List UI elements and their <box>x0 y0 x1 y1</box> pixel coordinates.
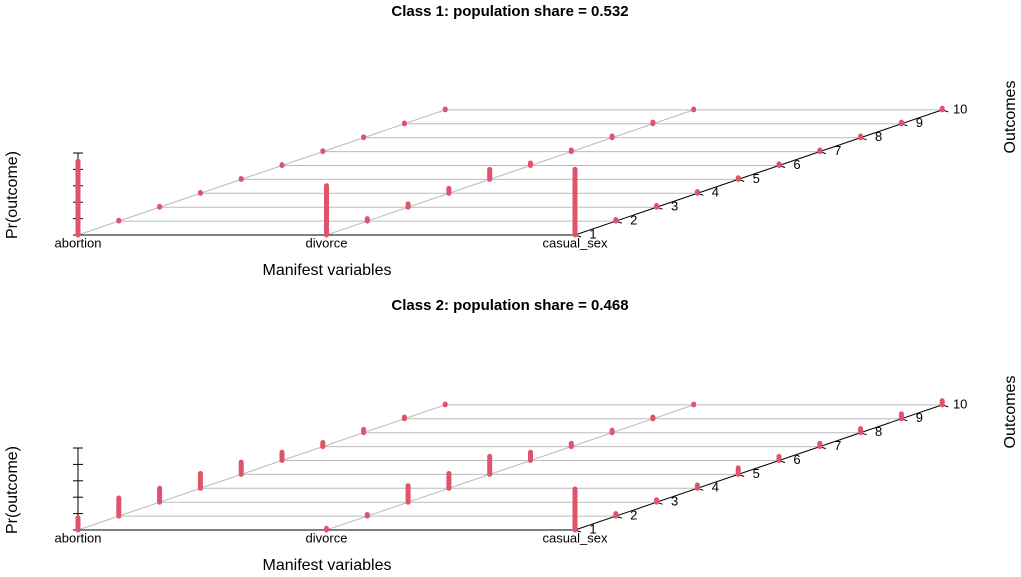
z-tick-label: 2 <box>630 508 637 523</box>
z-tick-label: 7 <box>834 438 841 453</box>
z-axis-title: Outcomes <box>1002 376 1019 449</box>
z-tick-label: 9 <box>916 115 923 130</box>
grid-line <box>326 404 694 531</box>
z-tick-label: 1 <box>589 226 596 241</box>
y-axis-title: Pr(outcome) <box>4 151 21 239</box>
z-tick-label: 3 <box>671 494 678 509</box>
z-tick-label: 5 <box>753 466 760 481</box>
z-tick-label: 9 <box>916 410 923 425</box>
grid-line <box>326 109 694 236</box>
z-tick-label: 5 <box>753 171 760 186</box>
z-axis-title: Outcomes <box>1002 81 1019 154</box>
z-tick-label: 10 <box>953 396 967 411</box>
z-tick-label: 7 <box>834 143 841 158</box>
panel: Class 1: population share = 0.532 abortio… <box>4 3 1019 279</box>
chart-title: Class 2: population share = 0.468 <box>391 297 628 314</box>
z-tick-label: 4 <box>712 185 719 200</box>
z-tick-label: 6 <box>793 157 800 172</box>
x-axis-title: Manifest variables <box>263 557 392 574</box>
z-tick-label: 10 <box>953 101 967 116</box>
x-tick-label: casual_sex <box>542 530 608 545</box>
z-tick-label: 8 <box>875 129 882 144</box>
z-axis <box>574 404 943 531</box>
x-tick-label: divorce <box>306 235 348 250</box>
z-axis <box>574 109 943 236</box>
y-axis-title: Pr(outcome) <box>4 446 21 534</box>
x-axis-title: Manifest variables <box>263 262 392 279</box>
x-tick-label: abortion <box>55 235 102 250</box>
z-tick-label: 6 <box>793 452 800 467</box>
z-tick-label: 1 <box>589 521 596 536</box>
chart-title: Class 1: population share = 0.532 <box>391 3 628 20</box>
grid-line <box>77 109 446 236</box>
z-tick-label: 4 <box>712 480 719 495</box>
x-tick-label: divorce <box>306 530 348 545</box>
x-tick-label: abortion <box>55 530 102 545</box>
panel: Class 2: population share = 0.468 abortio… <box>4 297 1019 574</box>
z-tick-label: 2 <box>630 213 637 228</box>
x-tick-label: casual_sex <box>542 235 608 250</box>
z-tick-label: 8 <box>875 424 882 439</box>
grid-line <box>77 404 446 531</box>
z-tick-label: 3 <box>671 199 678 214</box>
